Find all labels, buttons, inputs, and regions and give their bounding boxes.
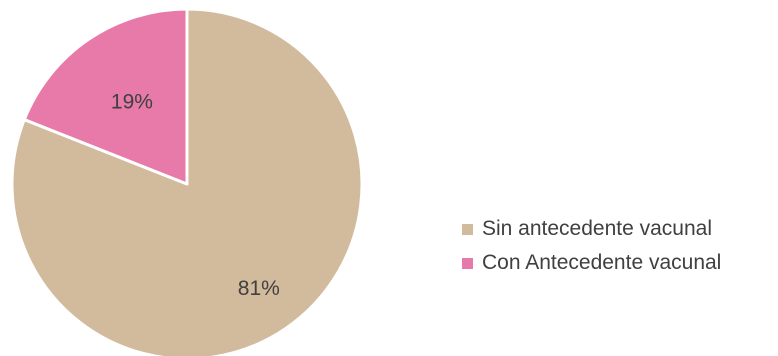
legend-item-sin-antecedente: Sin antecedente vacunal bbox=[462, 212, 721, 246]
legend-swatch-con-antecedente bbox=[462, 257, 473, 269]
legend-label-sin-antecedente: Sin antecedente vacunal bbox=[482, 217, 713, 240]
pie-data-labels: 81% 19% bbox=[111, 90, 280, 300]
slice-con-antecedente bbox=[22, 7, 189, 186]
data-label-con-antecedente: 19% bbox=[111, 90, 153, 113]
legend-swatch-sin-antecedente bbox=[462, 223, 473, 235]
legend: Sin antecedente vacunal Con Antecedente … bbox=[462, 212, 721, 280]
data-label-sin-antecedente: 81% bbox=[238, 277, 280, 300]
legend-item-con-antecedente: Con Antecedente vacunal bbox=[462, 246, 721, 280]
legend-label-con-antecedente: Con Antecedente vacunal bbox=[482, 251, 722, 274]
slice-sin-antecedente bbox=[10, 7, 364, 356]
pie-slices bbox=[10, 7, 364, 356]
